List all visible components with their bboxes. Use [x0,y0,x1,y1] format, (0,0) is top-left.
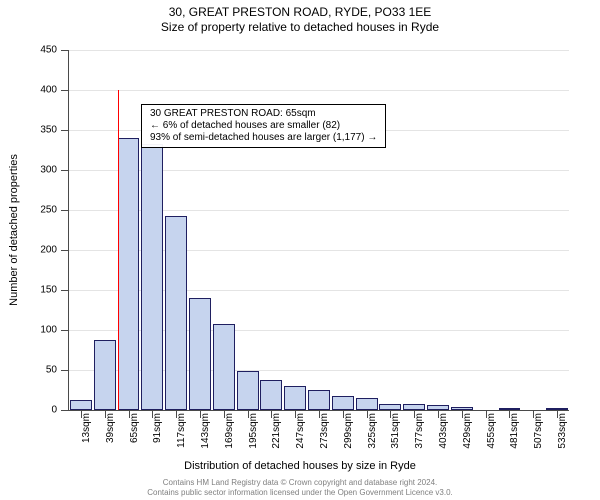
bar [237,371,259,410]
bar [189,298,211,410]
y-tick [61,130,69,131]
bar [165,216,187,410]
bar [94,340,116,410]
x-tick-label: 325sqm [367,413,378,449]
x-tick-label: 481sqm [509,413,520,449]
y-tick-label: 50 [21,365,57,376]
bar [118,138,140,410]
x-tick-label: 195sqm [248,413,259,449]
y-tick-label: 350 [21,125,57,136]
y-tick-label: 250 [21,205,57,216]
property-marker-line [118,90,119,410]
x-tick-label: 507sqm [533,413,544,449]
footer-line-1: Contains HM Land Registry data © Crown c… [0,478,600,488]
y-tick-label: 200 [21,245,57,256]
gridline [69,50,569,51]
chart-title-1: 30, GREAT PRESTON ROAD, RYDE, PO33 1EE [0,5,600,20]
y-tick [61,290,69,291]
annotation-box: 30 GREAT PRESTON ROAD: 65sqm ← 6% of det… [141,104,386,148]
plot-area: 05010015020025030035040045013sqm39sqm65s… [68,50,569,411]
x-tick-label: 247sqm [295,413,306,449]
x-tick-label: 117sqm [176,413,187,448]
bar [356,398,378,410]
x-tick-label: 533sqm [557,413,568,449]
chart-titles: 30, GREAT PRESTON ROAD, RYDE, PO33 1EE S… [0,5,600,35]
y-tick [61,410,69,411]
y-tick-label: 300 [21,165,57,176]
y-tick [61,330,69,331]
bar [213,324,235,410]
chart-footer: Contains HM Land Registry data © Crown c… [0,478,600,497]
x-tick-label: 143sqm [200,413,211,449]
y-axis-label: Number of detached properties [8,154,20,306]
x-tick-label: 169sqm [224,413,235,449]
x-tick-label: 403sqm [438,413,449,449]
x-tick-label: 429sqm [462,413,473,449]
x-tick-label: 65sqm [129,413,140,443]
x-tick-label: 377sqm [414,413,425,449]
y-tick [61,250,69,251]
x-tick-label: 299sqm [343,413,354,449]
y-tick-label: 150 [21,285,57,296]
y-tick [61,370,69,371]
x-tick-label: 221sqm [271,413,282,449]
footer-line-2: Contains public sector information licen… [0,488,600,498]
y-tick [61,170,69,171]
x-tick-label: 91sqm [152,413,163,443]
annotation-line-2: ← 6% of detached houses are smaller (82) [150,120,377,132]
y-tick-label: 400 [21,85,57,96]
gridline [69,90,569,91]
y-tick-label: 100 [21,325,57,336]
chart-container: 30, GREAT PRESTON ROAD, RYDE, PO33 1EE S… [0,0,600,500]
y-tick-label: 450 [21,45,57,56]
bar [308,390,330,410]
y-tick-label: 0 [21,405,57,416]
bar [284,386,306,410]
bar [260,380,282,410]
x-tick-label: 13sqm [81,413,92,443]
annotation-line-3: 93% of semi-detached houses are larger (… [150,132,377,144]
x-tick-label: 39sqm [105,413,116,443]
bar [141,144,163,410]
bar [70,400,92,410]
y-tick [61,50,69,51]
y-tick [61,210,69,211]
x-axis-label: Distribution of detached houses by size … [0,460,600,472]
x-tick-label: 351sqm [390,413,401,449]
x-tick-label: 455sqm [486,413,497,449]
y-tick [61,90,69,91]
chart-title-2: Size of property relative to detached ho… [0,20,600,35]
bar [332,396,354,410]
x-tick-label: 273sqm [319,413,330,449]
annotation-line-1: 30 GREAT PRESTON ROAD: 65sqm [150,108,377,120]
